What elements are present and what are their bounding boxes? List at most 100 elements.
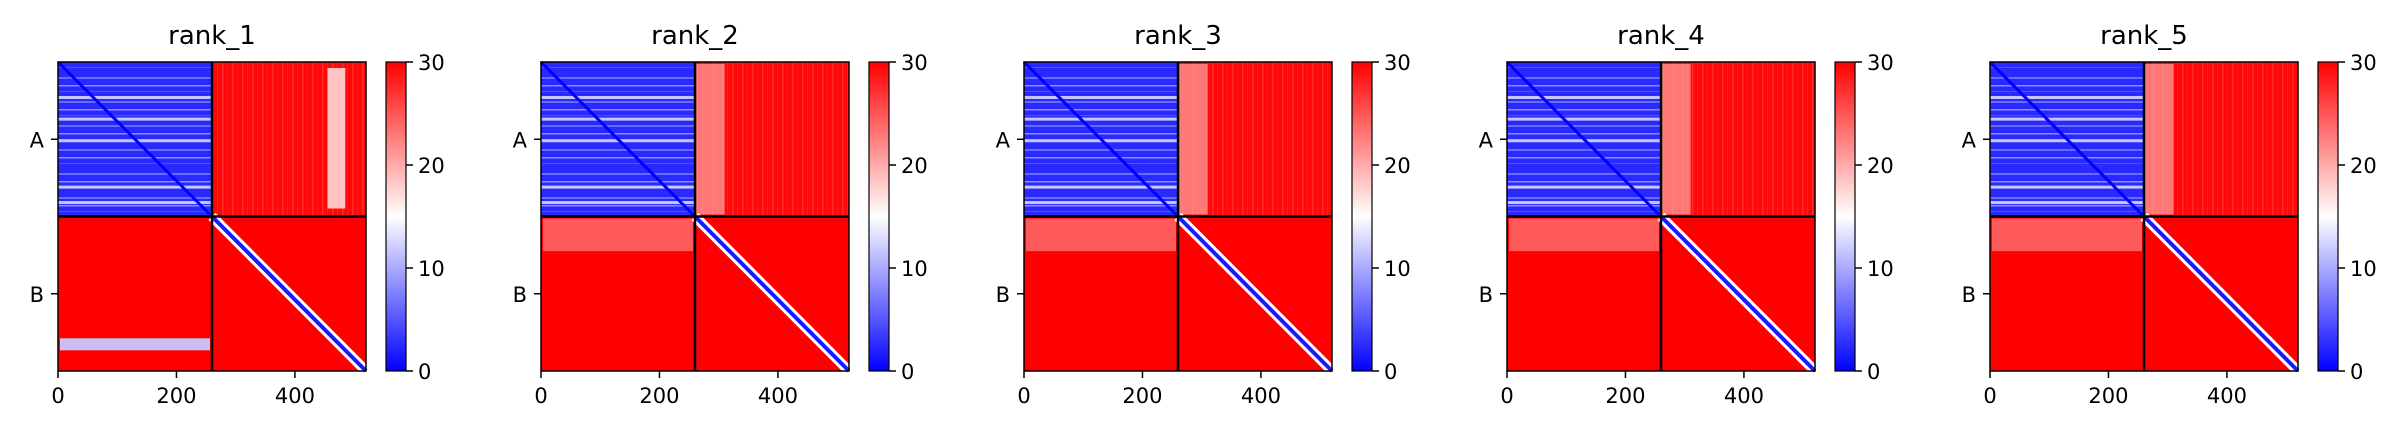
band-a-b bbox=[1661, 64, 1691, 215]
x-tick-label: 200 bbox=[2088, 384, 2128, 408]
y-tick-label: B bbox=[513, 283, 527, 307]
colorbar bbox=[1351, 61, 1373, 372]
colorbar bbox=[868, 61, 890, 372]
x-tick-label: 200 bbox=[1605, 384, 1645, 408]
colorbar bbox=[1834, 61, 1856, 372]
aa-stripe bbox=[1507, 201, 1661, 205]
band-a-b bbox=[1178, 64, 1208, 215]
x-tick-label: 0 bbox=[1017, 384, 1030, 408]
aa-stripe bbox=[1024, 185, 1178, 189]
x-tick-label: 0 bbox=[1500, 384, 1513, 408]
aa-stripe bbox=[1024, 201, 1178, 205]
colorbar-tick-label: 20 bbox=[1867, 154, 1894, 178]
band-a-b bbox=[695, 64, 725, 215]
band-a-b bbox=[327, 68, 346, 209]
x-tick-label: 400 bbox=[1724, 384, 1764, 408]
colorbar-tick-label: 0 bbox=[418, 360, 431, 384]
diagonal-b-b bbox=[210, 215, 368, 373]
diagonal-a-a bbox=[1022, 60, 1180, 218]
aa-stripe bbox=[58, 201, 212, 205]
y-tick-label: A bbox=[513, 128, 528, 152]
colorbar-tick-label: 30 bbox=[418, 51, 445, 75]
band-b-a bbox=[543, 218, 693, 252]
band-a-b bbox=[2144, 64, 2174, 215]
heatmap-panel-1: rank_1 0 200 400 A B 0 10 20 30 bbox=[30, 21, 445, 408]
colorbar-tick-label: 0 bbox=[1867, 360, 1880, 384]
panel-title: rank_1 bbox=[168, 21, 256, 51]
y-tick-label: B bbox=[1962, 283, 1976, 307]
band-b-a bbox=[1992, 218, 2142, 252]
y-tick-label: B bbox=[30, 283, 44, 307]
diagonal-b-b bbox=[2142, 215, 2300, 373]
x-tick-label: 0 bbox=[1983, 384, 1996, 408]
x-tick-label: 400 bbox=[758, 384, 798, 408]
colorbar bbox=[385, 61, 407, 372]
axes-frame bbox=[1989, 61, 2299, 372]
colorbar-tick-label: 20 bbox=[1384, 154, 1411, 178]
aa-stripe bbox=[1507, 185, 1661, 189]
colorbar-tick-label: 30 bbox=[1867, 51, 1894, 75]
band-b-a bbox=[1026, 218, 1176, 252]
heatmap-panel-5: rank_5 0 200 400 A B 0 10 20 30 bbox=[1962, 21, 2377, 408]
band-b-a bbox=[1509, 218, 1659, 252]
x-tick-label: 400 bbox=[275, 384, 315, 408]
aa-stripe bbox=[1024, 95, 1178, 99]
axes-frame bbox=[57, 61, 367, 372]
panel-title: rank_4 bbox=[1617, 21, 1705, 51]
axes-frame bbox=[1506, 61, 1816, 372]
aa-stripe bbox=[1507, 95, 1661, 99]
aa-stripe bbox=[541, 117, 695, 121]
aa-stripe bbox=[1990, 185, 2144, 189]
y-tick-label: A bbox=[30, 128, 45, 152]
aa-stripe bbox=[541, 201, 695, 205]
x-tick-label: 200 bbox=[156, 384, 196, 408]
y-tick-label: B bbox=[1479, 283, 1493, 307]
panel-title: rank_3 bbox=[1134, 21, 1222, 51]
x-tick-label: 200 bbox=[639, 384, 679, 408]
diagonal-a-a bbox=[1505, 60, 1663, 218]
colorbar-tick-label: 20 bbox=[418, 154, 445, 178]
colorbar-tick-label: 0 bbox=[901, 360, 914, 384]
aa-stripe bbox=[1990, 201, 2144, 205]
diagonal-a-a bbox=[56, 60, 214, 218]
x-tick-label: 0 bbox=[534, 384, 547, 408]
heatmap-panel-4: rank_4 0 200 400 A B 0 10 20 30 bbox=[1479, 21, 1894, 408]
colorbar-tick-label: 20 bbox=[901, 154, 928, 178]
aa-stripe bbox=[1990, 95, 2144, 99]
diagonal-b-b bbox=[693, 215, 851, 373]
x-tick-label: 0 bbox=[51, 384, 64, 408]
diagonal-a-a bbox=[539, 60, 697, 218]
colorbar-tick-label: 10 bbox=[901, 257, 928, 281]
colorbar bbox=[2317, 61, 2339, 372]
x-tick-label: 400 bbox=[2207, 384, 2247, 408]
y-tick-label: B bbox=[996, 283, 1010, 307]
colorbar-tick-label: 10 bbox=[1384, 257, 1411, 281]
x-tick-label: 400 bbox=[1241, 384, 1281, 408]
heatmap-panel-2: rank_2 0 200 400 A B 0 10 20 30 bbox=[513, 21, 928, 408]
aa-stripe bbox=[1024, 117, 1178, 121]
axes-frame bbox=[1023, 61, 1333, 372]
colorbar-tick-label: 0 bbox=[1384, 360, 1397, 384]
diagonal-a-a bbox=[1988, 60, 2146, 218]
y-tick-label: A bbox=[1479, 128, 1494, 152]
aa-stripe bbox=[541, 95, 695, 99]
aa-stripe bbox=[1507, 117, 1661, 121]
colorbar-tick-label: 10 bbox=[2350, 257, 2377, 281]
colorbar-tick-label: 10 bbox=[1867, 257, 1894, 281]
band-b-a bbox=[60, 338, 210, 351]
colorbar-tick-label: 20 bbox=[2350, 154, 2377, 178]
colorbar-tick-label: 30 bbox=[2350, 51, 2377, 75]
x-tick-label: 200 bbox=[1122, 384, 1162, 408]
y-tick-label: A bbox=[996, 128, 1011, 152]
aa-stripe bbox=[1990, 117, 2144, 121]
diagonal-b-b bbox=[1659, 215, 1817, 373]
colorbar-tick-label: 30 bbox=[901, 51, 928, 75]
panel-title: rank_5 bbox=[2100, 21, 2188, 51]
aa-stripe bbox=[58, 95, 212, 99]
panel-title: rank_2 bbox=[651, 21, 739, 51]
heatmap-panel-3: rank_3 0 200 400 A B 0 10 20 30 bbox=[996, 21, 1411, 408]
colorbar-tick-label: 10 bbox=[418, 257, 445, 281]
axes-frame bbox=[540, 61, 850, 372]
colorbar-tick-label: 30 bbox=[1384, 51, 1411, 75]
